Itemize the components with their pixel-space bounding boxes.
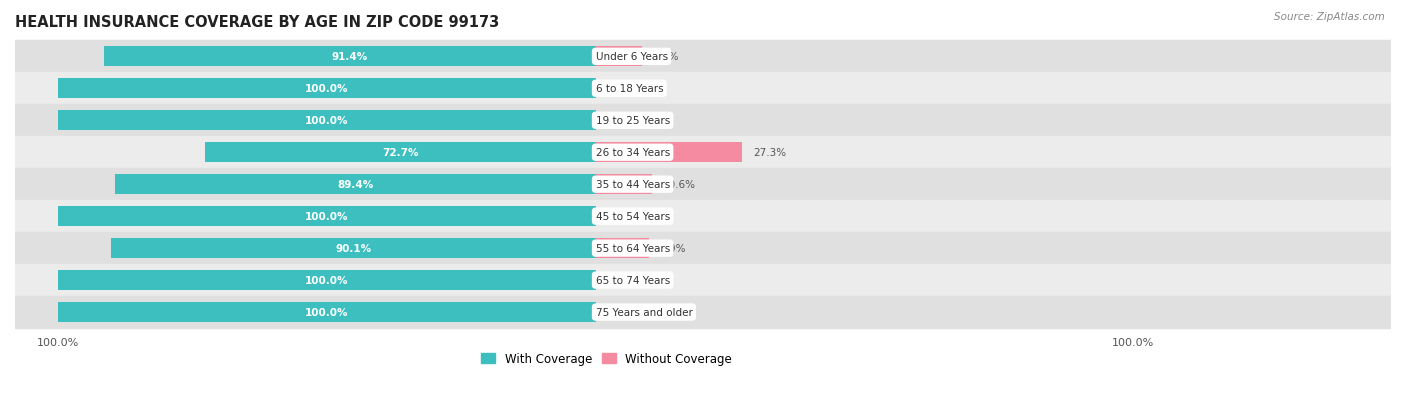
- Text: 0.0%: 0.0%: [623, 116, 648, 126]
- Text: 0.0%: 0.0%: [623, 307, 648, 317]
- Text: Source: ZipAtlas.com: Source: ZipAtlas.com: [1274, 12, 1385, 22]
- Text: 27.3%: 27.3%: [754, 148, 786, 158]
- Text: 91.4%: 91.4%: [332, 52, 368, 62]
- Text: 10.6%: 10.6%: [664, 180, 696, 190]
- Bar: [15, 41, 1391, 73]
- Bar: [15, 201, 1391, 233]
- Text: 100.0%: 100.0%: [305, 275, 349, 285]
- Text: 100.0%: 100.0%: [305, 307, 349, 317]
- Text: 55 to 64 Years: 55 to 64 Years: [596, 244, 669, 254]
- Text: 72.7%: 72.7%: [382, 148, 419, 158]
- Bar: [205, 143, 596, 163]
- Bar: [15, 169, 1391, 201]
- Text: 19 to 25 Years: 19 to 25 Years: [596, 116, 669, 126]
- Bar: [115, 175, 596, 195]
- Bar: [15, 233, 1391, 264]
- Bar: [596, 143, 742, 163]
- Text: 35 to 44 Years: 35 to 44 Years: [596, 180, 669, 190]
- Bar: [15, 137, 1391, 169]
- Bar: [58, 302, 596, 322]
- Bar: [596, 175, 652, 195]
- Bar: [15, 105, 1391, 137]
- Text: 65 to 74 Years: 65 to 74 Years: [596, 275, 669, 285]
- Text: 8.6%: 8.6%: [652, 52, 679, 62]
- Bar: [58, 207, 596, 226]
- Bar: [58, 271, 596, 290]
- Text: HEALTH INSURANCE COVERAGE BY AGE IN ZIP CODE 99173: HEALTH INSURANCE COVERAGE BY AGE IN ZIP …: [15, 15, 499, 30]
- Text: 100.0%: 100.0%: [305, 84, 349, 94]
- Text: 75 Years and older: 75 Years and older: [596, 307, 692, 317]
- Text: Under 6 Years: Under 6 Years: [596, 52, 668, 62]
- Text: 26 to 34 Years: 26 to 34 Years: [596, 148, 669, 158]
- Bar: [15, 264, 1391, 297]
- Text: 89.4%: 89.4%: [337, 180, 374, 190]
- Bar: [596, 239, 648, 259]
- Text: 45 to 54 Years: 45 to 54 Years: [596, 211, 669, 222]
- Text: 90.1%: 90.1%: [335, 244, 371, 254]
- Text: 100.0%: 100.0%: [305, 211, 349, 222]
- Text: 6 to 18 Years: 6 to 18 Years: [596, 84, 664, 94]
- Bar: [58, 79, 596, 99]
- Bar: [15, 73, 1391, 105]
- Text: 0.0%: 0.0%: [623, 275, 648, 285]
- Text: 0.0%: 0.0%: [623, 84, 648, 94]
- Bar: [111, 239, 596, 259]
- Bar: [104, 47, 596, 67]
- Bar: [596, 47, 641, 67]
- Bar: [15, 297, 1391, 328]
- Text: 0.0%: 0.0%: [623, 211, 648, 222]
- Legend: With Coverage, Without Coverage: With Coverage, Without Coverage: [477, 347, 737, 370]
- Text: 9.9%: 9.9%: [659, 244, 686, 254]
- Bar: [58, 111, 596, 131]
- Text: 100.0%: 100.0%: [305, 116, 349, 126]
